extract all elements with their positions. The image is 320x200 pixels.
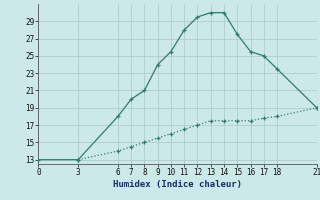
X-axis label: Humidex (Indice chaleur): Humidex (Indice chaleur) [113, 180, 242, 189]
